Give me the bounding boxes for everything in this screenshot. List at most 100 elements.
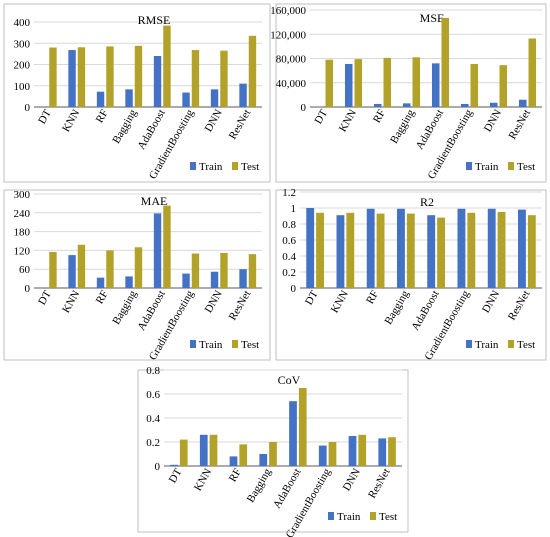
bar-test-knn: [209, 434, 218, 466]
legend-swatch-train: [190, 162, 196, 170]
y-tick-label: 60: [19, 264, 31, 276]
legend-label-train: Train: [475, 161, 499, 173]
bar-train-adaboost: [153, 56, 162, 107]
bar-test-gradientboosting: [328, 442, 337, 466]
bar-test-knn: [354, 59, 363, 107]
bar-train-dt: [306, 208, 315, 288]
chart-title: MSE: [420, 11, 445, 25]
bar-test-gradientboosting: [470, 63, 479, 107]
y-tick-label: 300: [14, 189, 31, 201]
x-tick-label: RF: [227, 467, 244, 485]
bar-test-gradientboosting: [191, 253, 200, 288]
bar-train-bagging: [402, 103, 411, 107]
bar-train-gradientboosting: [182, 92, 190, 107]
bar-test-dt: [179, 439, 188, 466]
bar-test-resnet: [527, 215, 536, 288]
bar-test-bagging: [134, 45, 143, 107]
y-tick-label: 100: [14, 81, 31, 93]
bar-test-dt: [316, 212, 324, 288]
legend-label-train: Train: [199, 161, 223, 173]
chart-title: CoV: [278, 373, 301, 387]
bar-train-rf: [366, 208, 375, 288]
bar-train-gradientboosting: [457, 208, 466, 288]
y-tick-label: 1.2: [282, 187, 296, 199]
bar-test-rf: [383, 57, 392, 107]
bar-test-bagging: [412, 57, 421, 107]
bar-train-dnn: [489, 102, 498, 107]
legend-swatch-test: [232, 162, 238, 170]
legend-label-test: Test: [517, 339, 535, 351]
y-tick-label: 0: [25, 102, 31, 114]
y-tick-label: 0.8: [282, 219, 296, 231]
legend-label-test: Test: [241, 161, 259, 173]
bar-train-resnet: [239, 269, 247, 288]
bar-train-rf: [96, 91, 105, 107]
bar-test-rf: [106, 46, 114, 107]
bar-test-resnet: [528, 38, 537, 107]
y-tick-label: 180: [14, 227, 31, 239]
bar-test-knn: [77, 47, 86, 107]
bar-train-adaboost: [153, 213, 162, 288]
legend-swatch-train: [190, 340, 196, 348]
legend-label-test: Test: [517, 161, 535, 173]
bar-train-gradientboosting: [182, 273, 190, 288]
y-tick-label: 400: [14, 17, 31, 29]
bar-train-rf: [373, 103, 382, 107]
bar-test-adaboost: [441, 17, 450, 108]
y-tick-label: 0: [155, 461, 161, 473]
bar-test-dt: [49, 47, 57, 107]
bar-train-dnn: [348, 436, 357, 466]
bar-test-gradientboosting: [467, 212, 476, 288]
bar-test-adaboost: [437, 217, 445, 288]
chart-title: RMSE: [138, 13, 171, 27]
legend-label-test: Test: [379, 511, 397, 523]
legend-swatch-test: [370, 512, 376, 520]
legend-label-train: Train: [199, 339, 223, 351]
bar-test-rf: [376, 213, 385, 288]
y-tick-label: 0.2: [282, 267, 296, 279]
legend-label-train: Train: [475, 339, 499, 351]
bar-train-knn: [68, 50, 76, 107]
bar-test-dnn: [499, 65, 508, 107]
bar-test-dt: [49, 251, 57, 288]
bar-test-dnn: [497, 212, 506, 288]
bar-test-knn: [346, 212, 355, 288]
y-tick-label: 0.8: [146, 365, 160, 377]
bar-train-knn: [68, 255, 76, 288]
bar-train-gradientboosting: [460, 103, 469, 107]
bar-train-adaboost: [289, 401, 297, 466]
y-tick-label: 0: [291, 283, 297, 295]
y-tick-label: 300: [14, 38, 31, 50]
bar-test-bagging: [134, 247, 143, 288]
bar-test-knn: [77, 244, 86, 288]
bar-train-dnn: [210, 89, 219, 107]
bar-test-adaboost: [163, 205, 171, 288]
bar-train-knn: [336, 215, 345, 288]
y-tick-label: 200: [14, 60, 31, 72]
y-tick-label: 40,000: [276, 78, 307, 90]
y-tick-label: 0.4: [282, 251, 296, 263]
bar-test-dnn: [358, 434, 367, 466]
bar-train-adaboost: [427, 215, 436, 288]
y-tick-label: 0.6: [282, 235, 296, 247]
y-tick-label: 120,000: [270, 29, 306, 41]
y-tick-label: 0: [301, 102, 307, 114]
bar-train-resnet: [518, 209, 526, 288]
legend-swatch-train: [466, 162, 472, 170]
bar-test-dnn: [220, 50, 228, 107]
chart-title: R2: [420, 195, 434, 209]
bar-test-adaboost: [298, 388, 307, 466]
y-tick-label: 240: [14, 208, 31, 220]
y-tick-label: 80,000: [276, 54, 307, 66]
y-tick-label: 120: [14, 245, 31, 257]
bar-train-dt: [170, 464, 178, 466]
bar-test-gradientboosting: [191, 50, 200, 107]
legend-swatch-train: [466, 340, 472, 348]
bar-train-dnn: [487, 208, 496, 288]
bar-train-rf: [96, 277, 105, 288]
